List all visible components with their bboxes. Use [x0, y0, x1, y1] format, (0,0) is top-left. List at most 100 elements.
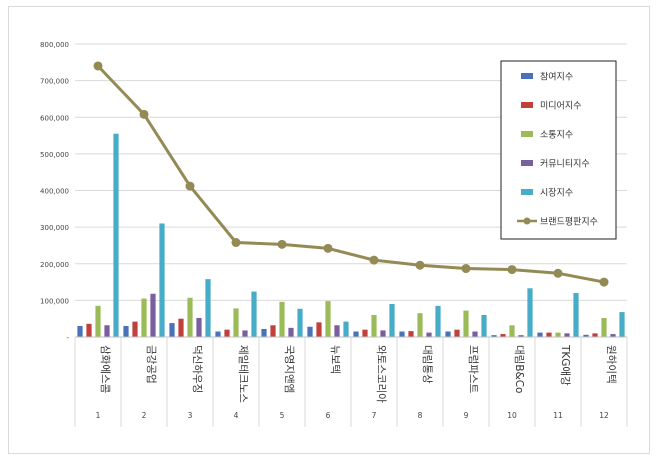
- line-series: [93, 61, 609, 287]
- bar: [619, 312, 625, 337]
- bar: [251, 291, 257, 337]
- bar: [399, 331, 405, 337]
- bar: [86, 323, 92, 337]
- brand-reputation-chart: - 100,000 200,000 300,000 400,000 500,000 600,…: [40, 41, 628, 427]
- bar: [500, 334, 506, 337]
- category-label: 제일테크노스: [237, 345, 250, 403]
- legend-label: 미디어지수: [540, 101, 581, 112]
- bar: [242, 330, 248, 337]
- bar: [343, 321, 349, 337]
- bar: [463, 310, 469, 337]
- bar: [601, 317, 607, 337]
- category-number: 2: [142, 411, 147, 420]
- bar: [159, 223, 165, 337]
- bar: [380, 330, 386, 337]
- legend-label: 참여지수: [540, 71, 573, 83]
- category-label: 덕신하우징: [191, 345, 204, 393]
- bar: [546, 332, 552, 337]
- line-marker: [553, 268, 563, 278]
- bar: [610, 334, 616, 337]
- category-number: 3: [188, 411, 193, 420]
- line-path: [96, 64, 605, 284]
- bar: [491, 335, 497, 337]
- legend-label: 시장지수: [540, 188, 573, 199]
- bar: [583, 334, 589, 337]
- x-axis: 삼화에스콤 1 금강공업 2 덕신하우징 3 제일테크노스 4 국영지앤엠 5 뉴보텍 6 와토스코리아…: [74, 336, 628, 427]
- bar: [527, 288, 533, 337]
- bar: [518, 335, 524, 337]
- bar-series: [77, 133, 625, 337]
- bar: [187, 297, 193, 337]
- legend-swatch: [521, 189, 533, 195]
- bar: [205, 279, 211, 337]
- bar: [371, 315, 377, 337]
- category-label: 와토스코리아: [375, 345, 387, 403]
- category-number: 11: [553, 411, 563, 420]
- y-tick-label: 700,000: [40, 78, 69, 86]
- bar: [509, 325, 515, 337]
- category-number: 4: [234, 411, 239, 420]
- line-marker: [323, 243, 333, 253]
- line-marker: [277, 239, 287, 249]
- y-tick-label: 200,000: [40, 261, 69, 269]
- category-number: 5: [280, 411, 285, 420]
- chart-frame: - 100,000 200,000 300,000 400,000 500,000 600,…: [8, 6, 650, 454]
- y-tick-label: 800,000: [40, 41, 69, 49]
- bar: [454, 329, 460, 337]
- line-marker: [369, 255, 379, 265]
- bar: [104, 325, 110, 337]
- bar: [307, 326, 313, 337]
- line-marker: [93, 61, 103, 71]
- legend-swatch: [521, 73, 533, 79]
- bar: [445, 331, 451, 337]
- y-tick-label: 600,000: [40, 114, 69, 122]
- bar: [325, 301, 331, 337]
- y-tick-label: 500,000: [40, 151, 69, 159]
- bar: [261, 328, 267, 337]
- bar: [564, 333, 570, 337]
- bar: [316, 322, 322, 337]
- line-marker: [415, 260, 425, 270]
- bar: [113, 133, 119, 337]
- bar: [537, 332, 543, 337]
- bar: [417, 313, 423, 337]
- bar: [196, 317, 202, 337]
- bar: [334, 325, 340, 337]
- line-marker: [461, 264, 471, 274]
- legend-box: [500, 60, 617, 240]
- bar: [215, 331, 221, 337]
- bar: [169, 323, 175, 337]
- category-label: 프럼파스트: [467, 345, 480, 394]
- bar: [573, 293, 579, 337]
- category-label: 금강공업: [145, 345, 158, 384]
- bar: [389, 304, 395, 337]
- bar: [288, 327, 294, 337]
- category-number: 6: [326, 411, 331, 420]
- bar: [408, 331, 414, 337]
- category-label: 삼화에스콤: [99, 345, 111, 394]
- y-axis: - 100,000 200,000 300,000 400,000 500,000 600,…: [40, 41, 69, 342]
- category-number: 9: [464, 411, 469, 420]
- category-label: 대림통상: [421, 345, 433, 384]
- y-tick-label: -: [66, 334, 69, 342]
- bar: [353, 331, 359, 337]
- line-marker: [185, 181, 195, 191]
- legend-label: 커뮤니티지수: [540, 159, 590, 170]
- bar: [123, 326, 129, 337]
- legend-swatch: [521, 102, 533, 108]
- legend-swatch: [521, 160, 533, 166]
- bar: [150, 293, 156, 337]
- bar: [233, 308, 239, 337]
- category-number: 12: [599, 411, 609, 420]
- category-label: 대림B&Co: [513, 345, 525, 393]
- category-label: 원하이텍: [605, 345, 618, 384]
- bar: [362, 329, 368, 337]
- bar: [426, 332, 432, 337]
- line-marker: [231, 238, 241, 248]
- line-marker: [507, 265, 517, 275]
- bar: [297, 308, 303, 337]
- category-label: 뉴보텍: [329, 345, 341, 374]
- y-tick-label: 100,000: [40, 297, 69, 305]
- bar: [435, 305, 441, 337]
- bar: [77, 326, 83, 337]
